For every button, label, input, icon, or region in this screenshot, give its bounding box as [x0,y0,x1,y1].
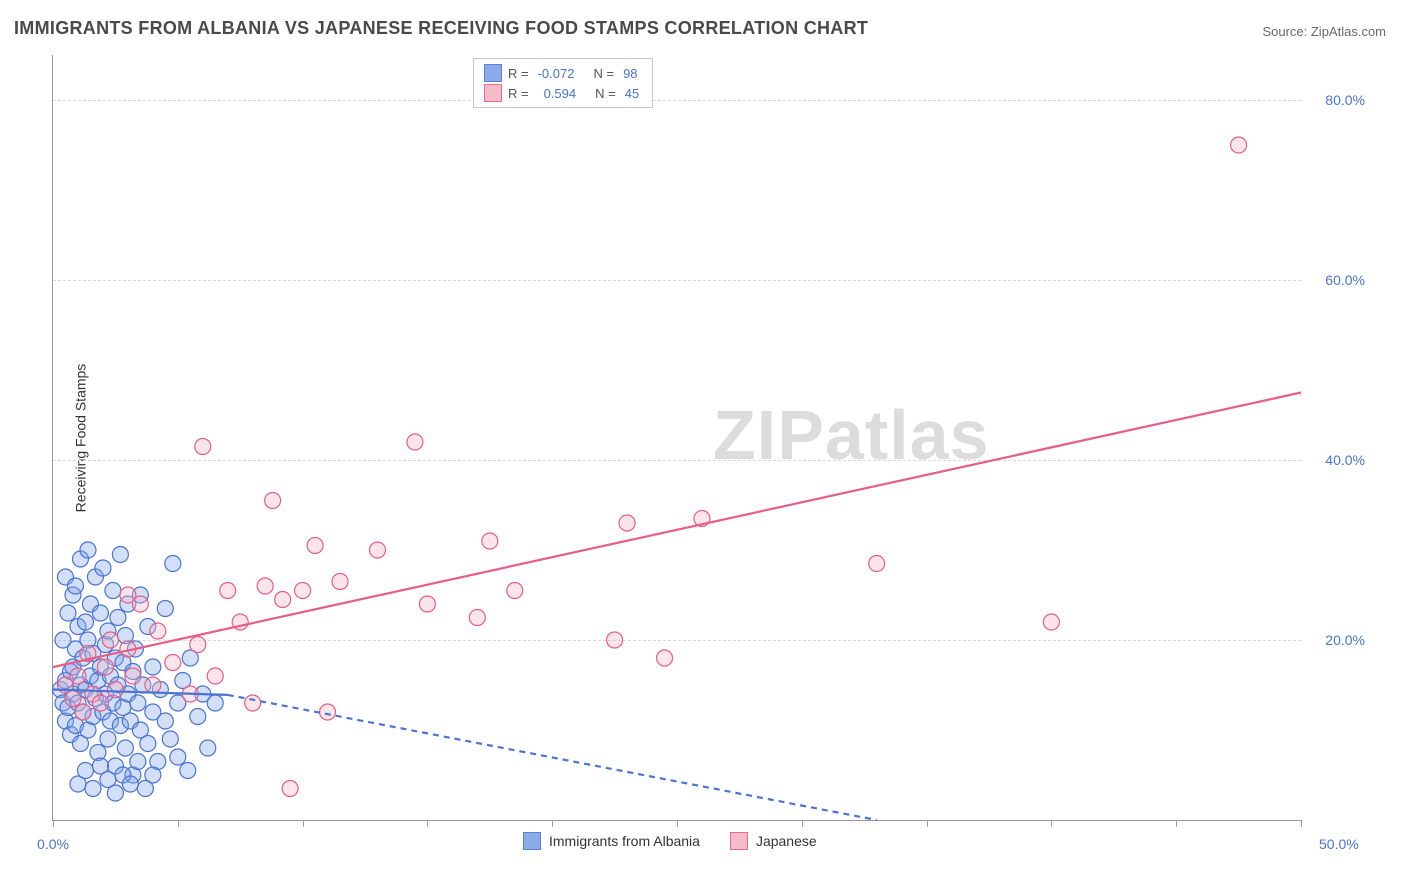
swatch-pink [484,84,502,102]
legend-item-pink: Japanese [730,832,817,850]
correlation-legend: R = -0.072 N = 98 R = 0.594 N = 45 [473,58,653,108]
chart-plot-area: ZIPatlas R = -0.072 N = 98 R = 0.594 N =… [52,55,1301,821]
source-attribution: Source: ZipAtlas.com [1262,24,1386,39]
swatch-blue [484,64,502,82]
legend-row-blue: R = -0.072 N = 98 [484,63,642,83]
scatter-plot-svg [53,55,1301,820]
series-legend: Immigrants from Albania Japanese [523,832,817,850]
swatch-pink-icon [730,832,748,850]
legend-row-pink: R = 0.594 N = 45 [484,83,642,103]
chart-title: IMMIGRANTS FROM ALBANIA VS JAPANESE RECE… [14,18,868,39]
swatch-blue-icon [523,832,541,850]
legend-item-blue: Immigrants from Albania [523,832,700,850]
